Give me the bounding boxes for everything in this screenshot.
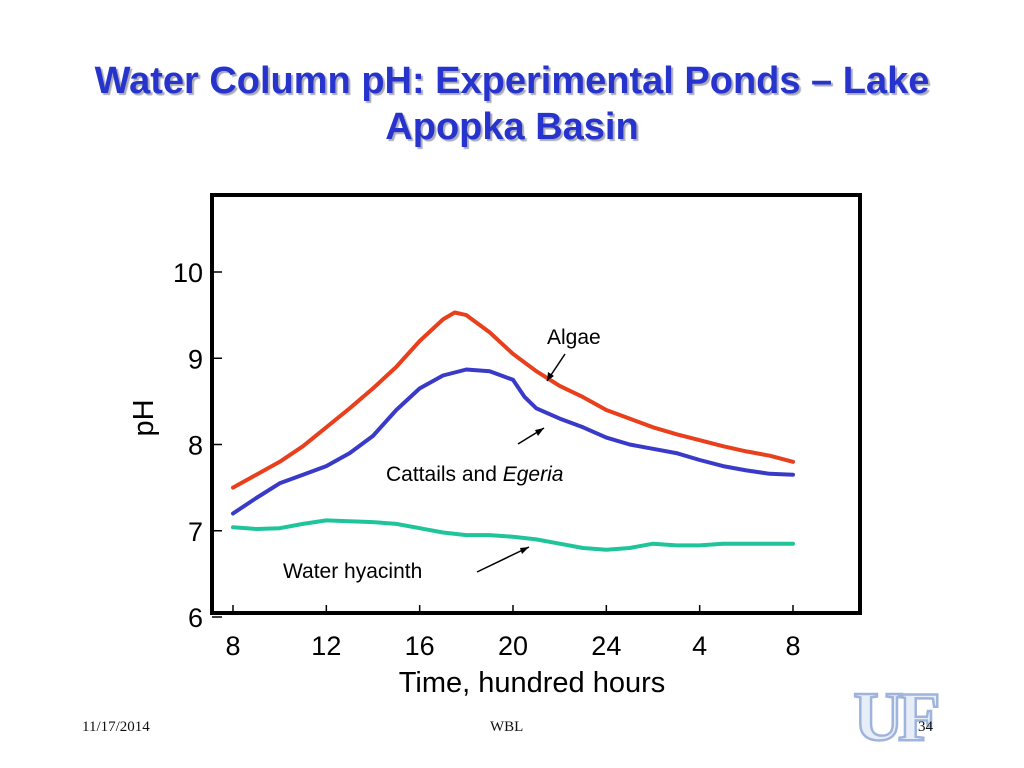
y-tick-label: 6 (188, 603, 203, 633)
series-line-cattails-and-egeria (231, 367, 795, 516)
plot-frame (210, 193, 862, 615)
annotation-algae-text: Algae (547, 326, 601, 349)
page-number: 34 (918, 719, 933, 735)
annotation-cattails-text: Cattails and (386, 463, 503, 486)
x-tick-label: 8 (785, 631, 800, 661)
uf-logo: UF (852, 680, 940, 750)
annotation-algae-arrowhead (547, 372, 554, 381)
svg-text:UF: UF (853, 680, 938, 750)
x-tick-label: 20 (498, 631, 528, 661)
footer-date: 11/17/2014 (82, 719, 150, 735)
annotation-cattails-italic: Egeria (503, 463, 564, 486)
annotation-water-hyacinth: Water hyacinth (283, 560, 422, 583)
x-tick-label: 4 (692, 631, 707, 661)
x-axis-title: Time, hundred hours (399, 667, 666, 699)
slide-title: Water Column pH: Experimental Ponds – La… (94, 60, 930, 148)
x-tick-label: 16 (405, 631, 435, 661)
y-tick-label: 8 (188, 431, 203, 461)
annotation-hyacinth-arrow (476, 546, 530, 573)
y-tick-label: 9 (188, 344, 203, 374)
annotation-hyacinth-arrowhead (520, 547, 529, 554)
x-tick-label: 12 (311, 631, 341, 661)
y-tick-label: 10 (173, 258, 203, 288)
y-axis-title: pH (128, 399, 160, 436)
x-tick-label: 8 (225, 631, 240, 661)
series-line-water-hyacinth (231, 518, 795, 552)
annotation-algae: Algae (547, 326, 601, 349)
y-tick-label: 7 (188, 517, 203, 547)
series-line-algae (231, 310, 795, 490)
x-tick-label: 24 (591, 631, 621, 661)
annotation-cattails-arrowhead (535, 428, 544, 436)
footer-center: WBL (490, 719, 524, 735)
annotation-water-hyacinth-text: Water hyacinth (283, 560, 422, 583)
annotation-cattails: Cattails and Egeria (386, 463, 563, 486)
